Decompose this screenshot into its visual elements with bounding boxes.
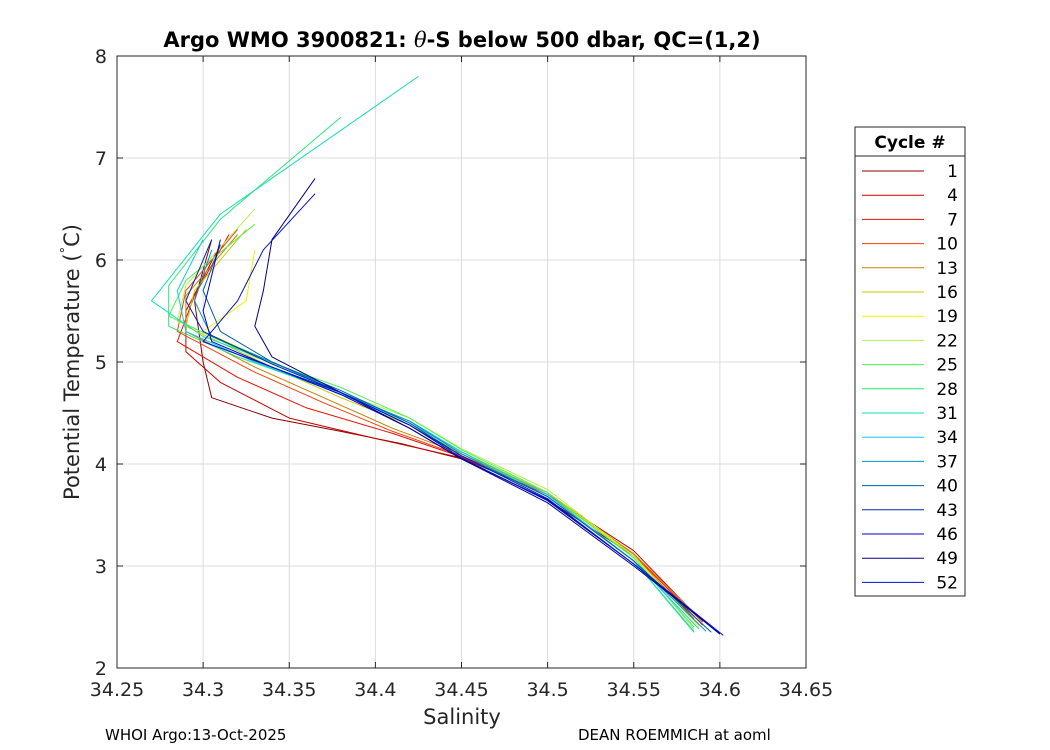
y-tick-label: 7 xyxy=(95,148,107,170)
legend-entry-label: 31 xyxy=(936,404,958,424)
title-suffix: -S below 500 dbar, QC=(1,2) xyxy=(427,28,761,52)
series-line-cycle-4 xyxy=(185,244,704,623)
axis-ticks: 34.25 34.3 34.35 34.4 34.45 34.5 34.55 34.6 34.6… xyxy=(90,46,833,701)
series-line-cycle-49 xyxy=(254,178,721,634)
series-line-cycle-37 xyxy=(194,249,707,632)
legend-entry-label: 4 xyxy=(947,186,958,206)
legend-entry-label: 49 xyxy=(936,549,958,569)
legend-entry-label: 19 xyxy=(936,307,958,327)
legend-entry-label: 28 xyxy=(936,380,958,400)
series-line-cycle-22 xyxy=(176,208,695,630)
legend-entry-label: 10 xyxy=(936,235,958,255)
x-tick-label: 34.4 xyxy=(354,679,396,701)
x-tick-label: 34.65 xyxy=(779,679,833,701)
legend-entry-label: 52 xyxy=(936,573,958,593)
grid-lines xyxy=(116,55,807,669)
x-tick-label: 34.6 xyxy=(699,679,741,701)
x-tick-label: 34.25 xyxy=(90,679,144,701)
series-line-cycle-10 xyxy=(176,229,704,623)
y-axis-label-unit: C) xyxy=(60,224,84,247)
y-tick-label: 3 xyxy=(95,556,107,578)
legend: Cycle # 1 4 7 10 13 16 19 22 25 28 31 34 37 40 43 46 49 5… xyxy=(854,126,966,597)
x-tick-label: 34.55 xyxy=(607,679,661,701)
x-tick-label: 34.3 xyxy=(182,679,224,701)
legend-title: Cycle # xyxy=(874,133,945,153)
legend-entry-label: 37 xyxy=(936,452,958,472)
y-tick-label: 8 xyxy=(95,46,107,68)
series-line-cycle-52 xyxy=(202,193,724,636)
title-prefix: Argo WMO 3900821: xyxy=(163,28,414,52)
series-lines xyxy=(151,75,724,636)
series-line-cycle-1 xyxy=(194,239,695,620)
legend-entries: 1 4 7 10 13 16 19 22 25 28 31 34 37 40 43 46 49 52 xyxy=(862,162,958,593)
legend-entry-label: 46 xyxy=(936,525,958,545)
series-line-cycle-40 xyxy=(202,244,712,633)
y-tick-label: 4 xyxy=(95,454,107,476)
series-line-cycle-25 xyxy=(168,223,695,628)
series-line-cycle-7 xyxy=(176,234,704,626)
legend-entry-label: 34 xyxy=(936,428,958,448)
legend-entry-label: 7 xyxy=(947,210,958,230)
footer-right: DEAN ROEMMICH at aoml xyxy=(578,726,771,744)
footer-left: WHOI Argo:13-Oct-2025 xyxy=(105,726,286,744)
x-tick-label: 34.45 xyxy=(434,679,488,701)
legend-entry-label: 22 xyxy=(936,331,958,351)
x-tick-label: 34.35 xyxy=(262,679,316,701)
x-axis-label: Salinity xyxy=(423,705,501,729)
y-tick-label: 5 xyxy=(95,352,107,374)
legend-entry-label: 16 xyxy=(936,283,958,303)
y-axis-label-main: Potential Temperature ( xyxy=(60,253,84,500)
x-tick-label: 34.5 xyxy=(526,679,568,701)
legend-entry-label: 40 xyxy=(936,477,958,497)
y-tick-label: 2 xyxy=(95,658,107,680)
y-axis-label-degree: ° xyxy=(59,247,74,254)
legend-entry-label: 1 xyxy=(947,162,958,182)
legend-entry-label: 43 xyxy=(936,501,958,521)
legend-entry-label: 25 xyxy=(936,356,958,376)
title-theta: θ xyxy=(414,28,427,52)
legend-box xyxy=(854,126,966,597)
legend-entry-label: 13 xyxy=(936,259,958,279)
series-line-cycle-43 xyxy=(185,239,721,635)
series-line-cycle-28 xyxy=(168,116,695,632)
chart-title: Argo WMO 3900821: θ-S below 500 dbar, QC… xyxy=(163,28,760,52)
y-axis-label: Potential Temperature (°C) xyxy=(59,224,84,500)
series-line-cycle-19 xyxy=(202,249,700,628)
y-tick-label: 6 xyxy=(95,250,107,272)
